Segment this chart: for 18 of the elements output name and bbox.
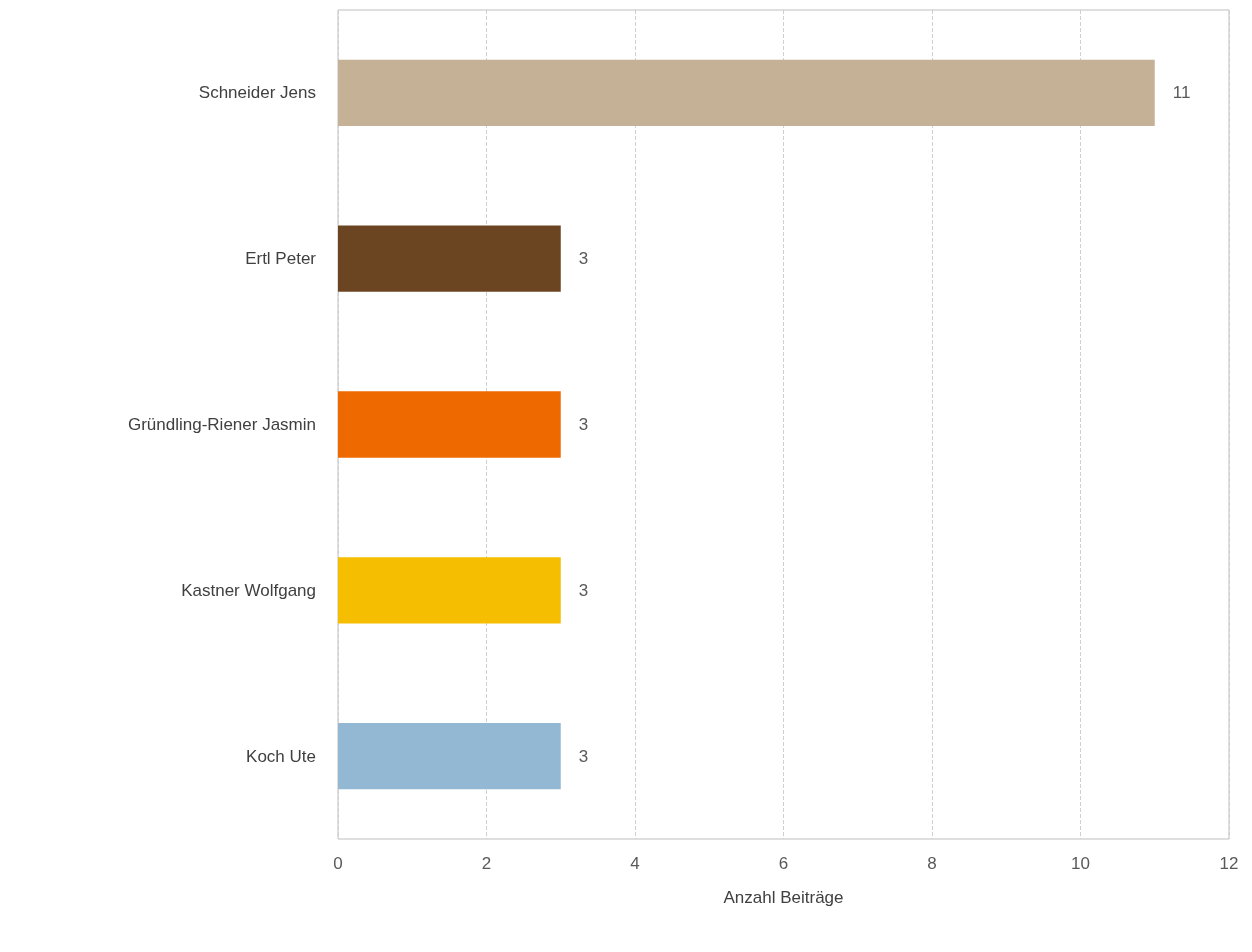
data-label: 3 bbox=[578, 249, 589, 269]
x-tick-label: 8 bbox=[927, 854, 937, 873]
x-tick-label: 10 bbox=[1071, 854, 1090, 873]
data-label: 3 bbox=[578, 746, 589, 766]
y-tick-label: Gründling-Riener Jasmin bbox=[127, 415, 316, 434]
x-tick-label: 6 bbox=[778, 854, 789, 873]
x-tick-label: 12 bbox=[1219, 854, 1239, 873]
x-tick-label: 2 bbox=[481, 854, 492, 873]
y-tick-label: Ertl Peter bbox=[245, 249, 317, 269]
x-axis-title: Anzahl Beiträge bbox=[723, 888, 844, 907]
x-tick-label: 0 bbox=[333, 854, 343, 873]
x-tick-label: 4 bbox=[630, 854, 640, 873]
data-label: 3 bbox=[578, 580, 589, 600]
data-label: 3 bbox=[578, 415, 589, 434]
y-tick-label: Koch Ute bbox=[246, 746, 316, 766]
y-tick-label: Schneider Jens bbox=[198, 83, 316, 103]
data-label: 11 bbox=[1172, 83, 1191, 103]
y-tick-label: Kastner Wolfgang bbox=[181, 580, 316, 600]
